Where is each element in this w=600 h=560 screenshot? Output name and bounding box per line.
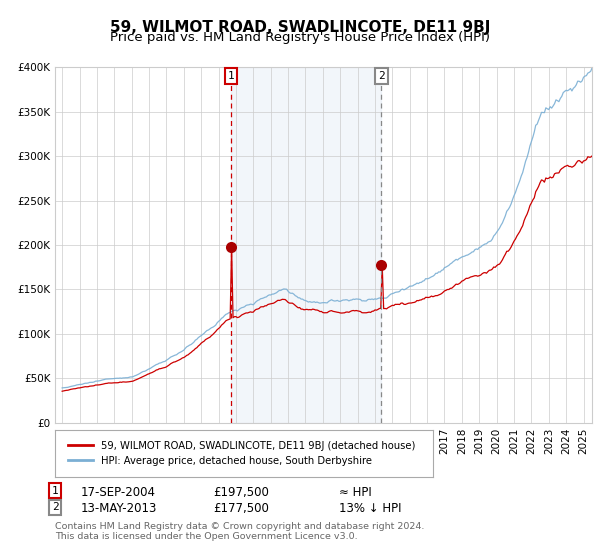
Text: ≈ HPI: ≈ HPI: [339, 486, 372, 498]
Text: 2: 2: [378, 71, 385, 81]
Text: Price paid vs. HM Land Registry's House Price Index (HPI): Price paid vs. HM Land Registry's House …: [110, 31, 490, 44]
Text: £197,500: £197,500: [213, 486, 269, 498]
Text: £177,500: £177,500: [213, 502, 269, 515]
Text: 17-SEP-2004: 17-SEP-2004: [81, 486, 156, 498]
Text: 1: 1: [52, 486, 59, 496]
Text: 13% ↓ HPI: 13% ↓ HPI: [339, 502, 401, 515]
Bar: [231, 67, 382, 423]
Text: 59, WILMOT ROAD, SWADLINCOTE, DE11 9BJ: 59, WILMOT ROAD, SWADLINCOTE, DE11 9BJ: [110, 20, 490, 35]
Text: 2: 2: [52, 502, 59, 512]
Text: 13-MAY-2013: 13-MAY-2013: [81, 502, 157, 515]
Text: Contains HM Land Registry data © Crown copyright and database right 2024.
This d: Contains HM Land Registry data © Crown c…: [55, 522, 425, 542]
Legend: 59, WILMOT ROAD, SWADLINCOTE, DE11 9BJ (detached house), HPI: Average price, det: 59, WILMOT ROAD, SWADLINCOTE, DE11 9BJ (…: [64, 437, 419, 470]
Text: 1: 1: [227, 71, 235, 81]
